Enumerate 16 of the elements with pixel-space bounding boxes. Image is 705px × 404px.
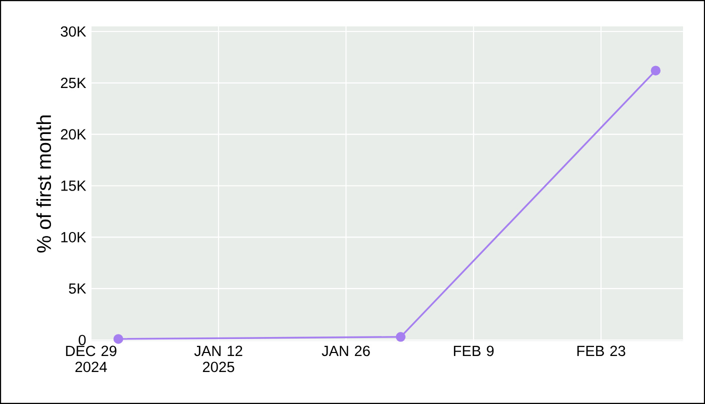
- x-tick-label: FEB 23: [577, 346, 626, 356]
- point: [113, 334, 124, 344]
- y-tick-label: 20K: [60, 129, 86, 140]
- point: [650, 66, 661, 76]
- y-tick-label: 25K: [60, 78, 86, 88]
- y-tick-label: 15K: [61, 180, 86, 191]
- point: [396, 332, 406, 342]
- x-tick-label: JAN 26: [322, 346, 370, 356]
- y-tick-label: 10K: [61, 232, 86, 242]
- y-tick-label: 5K: [68, 283, 86, 294]
- x-tick-label: DEC 29 2024: [66, 346, 116, 372]
- y-tick-label: 30K: [60, 26, 86, 37]
- x-tick-label: JAN 12 2025: [194, 346, 242, 372]
- x-tick-label: FEB 9: [454, 346, 494, 356]
- y-axis-title: % of first month: [36, 116, 52, 252]
- y-tick-label: 0: [78, 334, 86, 346]
